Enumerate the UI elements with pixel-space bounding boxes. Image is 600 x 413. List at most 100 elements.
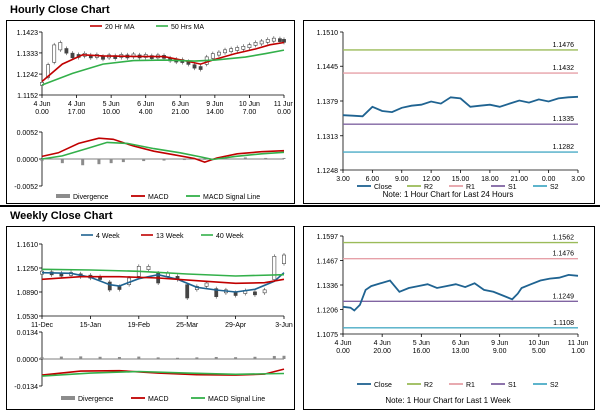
- macd-y-tick-label: 0.0000: [17, 157, 39, 164]
- pivot-level-label: 1.1335: [553, 116, 575, 123]
- macd-signal-line: [41, 370, 285, 377]
- main-y-tick-label: 1.0530: [17, 314, 39, 321]
- pivot-x-tick-label: 5.00: [532, 348, 546, 355]
- pivot-x-tick-label: 3.00: [571, 176, 585, 183]
- pivot-legend-label: S2: [550, 184, 559, 191]
- pivot-level-label: 1.1249: [553, 293, 575, 300]
- price-candle: [265, 39, 270, 43]
- price-candle: [233, 292, 238, 296]
- weekly-pivot-note: Note: 1 Hour Chart for Last 1 Week: [385, 396, 511, 405]
- price-candle: [217, 51, 221, 56]
- price-candle: [46, 64, 51, 78]
- weekly-section-title: Weekly Close Chart: [10, 210, 113, 222]
- price-candle: [64, 48, 69, 54]
- main-y-tick-label: 1.1333: [17, 51, 39, 58]
- price-candle: [235, 47, 240, 51]
- pivot-x-tick-label: 12.00: [422, 176, 440, 183]
- price-candle: [282, 39, 286, 43]
- ma-line-w40: [41, 268, 285, 277]
- macd-divergence-bar: [253, 356, 257, 359]
- pivot-y-tick-label: 1.1445: [317, 64, 339, 71]
- main-x-tick-label: 19-Feb: [128, 322, 150, 329]
- main-x-tick-label: 3-Jun: [275, 322, 293, 329]
- price-candle: [247, 44, 252, 48]
- pivot-legend-label: Close: [374, 184, 392, 191]
- macd-divergence-bar: [97, 159, 101, 165]
- macd-divergence-bar: [40, 356, 44, 359]
- main-y-tick-label: 1.1242: [17, 72, 39, 79]
- pivot-y-tick-label: 1.1248: [317, 168, 339, 175]
- main-y-tick-label: 1.1423: [17, 30, 39, 37]
- macd-divergence-bar: [234, 357, 238, 359]
- main-x-tick-label: 5 Jun: [103, 101, 120, 108]
- pivot-x-tick-label: 11 Jun: [568, 340, 589, 347]
- macd-legend-swatch: [56, 194, 70, 198]
- pivot-legend-label: R2: [424, 184, 433, 191]
- pivot-x-tick-label: 0.00: [542, 176, 556, 183]
- macd-legend-label: Divergence: [78, 396, 114, 403]
- pivot-x-tick-label: 0.00: [336, 348, 350, 355]
- pivot-x-tick-label: 13.00: [452, 348, 470, 355]
- macd-signal-line: [41, 141, 285, 161]
- macd-y-tick-label: -0.0134: [14, 384, 38, 391]
- pivot-y-tick-label: 1.1313: [317, 134, 339, 141]
- pivot-level-label: 1.1562: [553, 235, 575, 242]
- pivot-x-tick-label: 18.00: [481, 176, 499, 183]
- main-x-tick-label: 17.00: [68, 109, 86, 116]
- pivot-level-label: 1.1282: [553, 144, 575, 151]
- pivot-legend-label: R1: [466, 184, 475, 191]
- pivot-close-line: [342, 273, 579, 312]
- pivot-x-tick-label: 3.00: [336, 176, 350, 183]
- pivot-legend-label: R1: [466, 382, 475, 389]
- macd-divergence-bar: [59, 356, 63, 359]
- pivot-x-tick-label: 10 Jun: [528, 340, 549, 347]
- main-x-tick-label: 10.00: [102, 109, 120, 116]
- macd-divergence-bar: [243, 157, 247, 159]
- price-candle: [146, 266, 151, 270]
- pivot-x-tick-label: 4 Jun: [374, 340, 391, 347]
- pivot-x-tick-label: 9.00: [493, 348, 507, 355]
- main-x-tick-label: 4 Jun: [33, 101, 50, 108]
- price-candle: [262, 289, 267, 294]
- price-candle: [58, 42, 63, 51]
- pivot-y-tick-label: 1.1075: [317, 332, 339, 339]
- pivot-x-tick-label: 16.00: [413, 348, 431, 355]
- main-x-tick-label: 11-Dec: [31, 322, 54, 329]
- main-legend-label: 20 Hr MA: [105, 24, 135, 31]
- macd-legend-label: MACD: [148, 194, 169, 201]
- macd-divergence-bar: [81, 159, 85, 166]
- macd-y-tick-label: -0.0052: [14, 184, 38, 191]
- macd-divergence-bar: [264, 157, 268, 159]
- macd-divergence-bar: [142, 159, 146, 162]
- main-x-tick-label: 7.00: [243, 109, 257, 116]
- price-candle: [117, 286, 122, 290]
- pivot-x-tick-label: 1.00: [571, 348, 585, 355]
- pivot-x-tick-label: 9.00: [395, 176, 409, 183]
- macd-divergence-bar: [282, 355, 286, 359]
- pivot-y-tick-label: 1.1379: [317, 99, 339, 106]
- macd-divergence-bar: [162, 159, 166, 161]
- macd-legend-swatch: [61, 396, 75, 400]
- main-x-tick-label: 4.00: [139, 109, 153, 116]
- main-x-tick-label: 6 Jun: [137, 101, 154, 108]
- weekly-pivot-frame: [303, 226, 595, 410]
- main-x-tick-label: 25-Mar: [176, 322, 199, 329]
- pivot-x-tick-label: 4 Jun: [334, 340, 351, 347]
- macd-divergence-bar: [117, 356, 121, 359]
- macd-divergence-bar: [121, 159, 125, 163]
- main-x-tick-label: 9 Jun: [206, 101, 223, 108]
- macd-line: [41, 137, 285, 163]
- macd-divergence-bar: [40, 159, 44, 162]
- macd-divergence-bar: [98, 356, 102, 359]
- macd-divergence-bar: [156, 357, 160, 359]
- main-x-tick-label: 29-Apr: [225, 322, 247, 329]
- pivot-level-label: 1.1432: [553, 65, 575, 72]
- pivot-legend-label: R2: [424, 382, 433, 389]
- ma-line-w13: [41, 275, 285, 285]
- pivot-legend-label: Close: [374, 382, 392, 389]
- price-candle: [101, 56, 105, 60]
- macd-divergence-bar: [282, 157, 286, 159]
- macd-divergence-bar: [79, 356, 83, 359]
